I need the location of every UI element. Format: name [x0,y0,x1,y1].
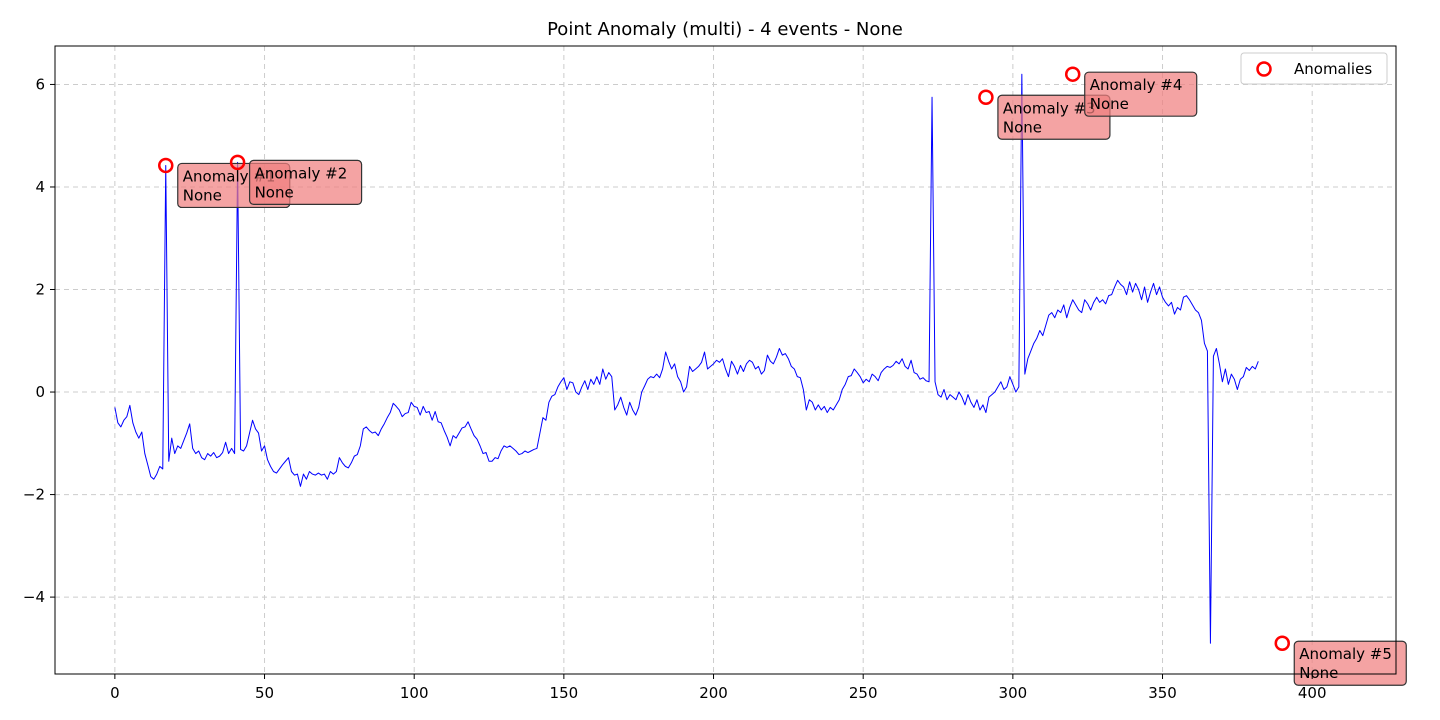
x-tick-label: 400 [1298,684,1327,702]
anomaly-label-title: Anomaly #5 [1299,645,1392,663]
anomaly-label-value: None [1299,664,1338,682]
x-tick-label: 250 [849,684,878,702]
anomaly-label-value: None [183,186,222,204]
anomaly-label-title: Anomaly #4 [1090,76,1183,94]
y-tick-label: 0 [35,383,45,401]
chart-title: Point Anomaly (multi) - 4 events - None [547,19,903,40]
anomaly-label-box [997,94,1111,140]
legend-marker-anomalies [1256,61,1272,77]
anomaly-label-title: Anomaly #3 [1003,99,1096,117]
y-tick-label: −2 [23,486,45,504]
anomaly-marker-group [158,66,1291,651]
anomaly-label-box [248,159,363,205]
y-tick-label: −4 [23,588,45,606]
y-tick-label: 6 [35,75,45,93]
anomaly-marker [978,89,994,106]
anomaly-label-value: None [1090,95,1129,113]
anomaly-label-value: None [255,183,294,201]
grid-lines [55,46,1396,674]
x-tick-label: 50 [255,684,274,702]
x-tick-label: 150 [550,684,579,702]
anomaly-label-box [1084,71,1198,117]
legend-box [1240,52,1388,85]
legend: Anomalies [1240,52,1388,85]
anomaly-label-title: Anomaly #2 [255,164,348,182]
axes-group: 0 50 100 150 200 250 300 350 400 −4 −2 0 2 4 6 [23,75,1327,702]
x-tick-label: 200 [699,684,728,702]
anomaly-marker [229,154,246,171]
anomaly-label-value: None [1003,118,1042,136]
anomaly-marker [1064,66,1081,82]
x-tick-label: 300 [999,684,1028,702]
anomaly-marker [1274,635,1291,651]
series-line [114,73,1259,644]
y-tick-label: 4 [35,178,45,196]
x-tick-label: 350 [1148,684,1177,702]
anomaly-marker [158,157,174,174]
x-tick-label: 100 [400,684,429,702]
plot-area-frame [54,45,1397,675]
series-group [114,73,1259,644]
legend-label-anomalies: Anomalies [1294,60,1372,78]
x-tick-label: 0 [110,684,120,702]
y-tick-label: 2 [35,281,45,299]
